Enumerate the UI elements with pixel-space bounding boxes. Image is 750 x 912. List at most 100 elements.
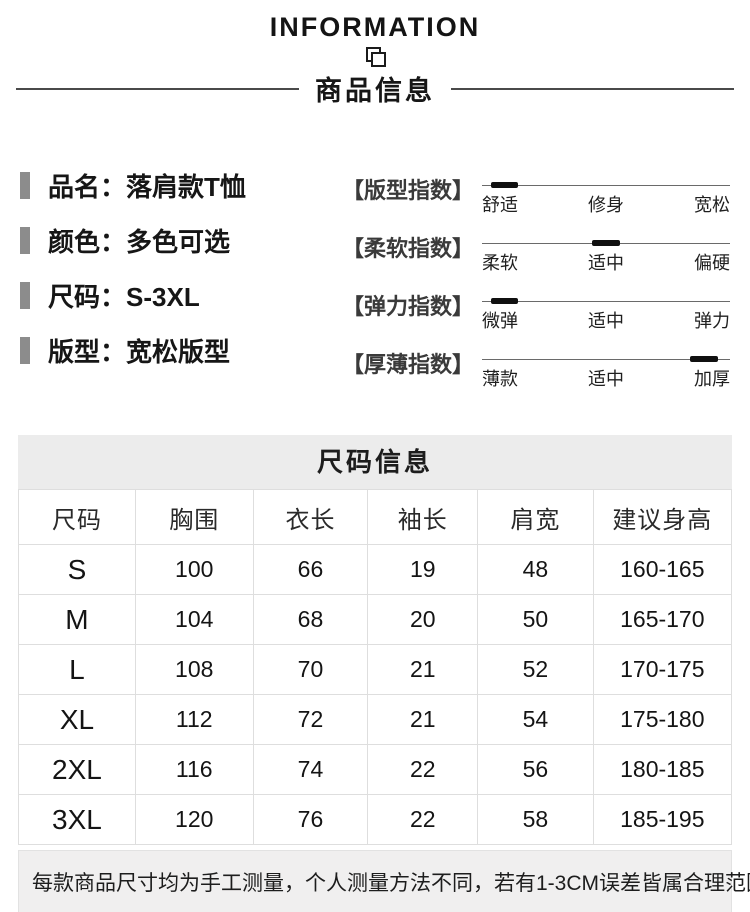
column-header-height: 建议身高 — [592, 489, 733, 545]
attribute-text: 颜色：多色可选 — [48, 222, 230, 259]
cell-length: 76 — [252, 794, 369, 845]
index-title: 【柔软指数】 — [342, 236, 475, 261]
slider-level: 舒适 — [482, 195, 518, 215]
slider-track — [482, 240, 730, 246]
index-slider: 薄款 适中 加厚 — [482, 344, 730, 391]
table-row: S 100 66 19 48 160-165 — [18, 544, 733, 595]
index-slider: 微弹 适中 弹力 — [482, 286, 730, 333]
attribute-value: 落肩款T恤 — [126, 172, 246, 202]
attribute-label: 版型： — [48, 337, 127, 367]
overlap-squares-icon — [365, 47, 386, 67]
cell-height: 160-165 — [592, 544, 733, 595]
attribute-row-color: 颜色：多色可选 — [20, 222, 342, 259]
cell-shoulder: 52 — [477, 644, 594, 695]
index-row-fit: 【版型指数】 舒适 修身 宽松 — [342, 170, 730, 215]
slider-track — [482, 356, 730, 362]
slider-level: 薄款 — [482, 369, 518, 389]
slider-level: 偏硬 — [694, 253, 730, 273]
attribute-text: 品名：落肩款T恤 — [48, 167, 246, 204]
page-subtitle: 商品信息 — [315, 76, 435, 106]
bullet-bar-icon — [20, 172, 30, 199]
slider-levels: 微弹 适中 弹力 — [482, 307, 730, 333]
index-slider: 舒适 修身 宽松 — [482, 170, 730, 217]
cell-sleeve: 22 — [367, 744, 479, 795]
slider-level: 柔软 — [482, 253, 518, 273]
cell-shoulder: 56 — [477, 744, 594, 795]
slider-level: 适中 — [588, 253, 624, 273]
cell-shoulder: 50 — [477, 594, 594, 645]
slider-level: 微弹 — [482, 311, 518, 331]
cell-length: 68 — [252, 594, 369, 645]
product-info-section: 品名：落肩款T恤 颜色：多色可选 尺码：S-3XL 版型：宽松版型 【版型指数】… — [0, 170, 750, 389]
slider-marker — [592, 240, 620, 246]
table-row: 3XL 120 76 22 58 185-195 — [18, 794, 733, 845]
cell-chest: 112 — [134, 694, 254, 745]
cell-length: 72 — [252, 694, 369, 745]
slider-level: 修身 — [588, 195, 624, 215]
table-row: 2XL 116 74 22 56 180-185 — [18, 744, 733, 795]
measurement-disclaimer: 每款商品尺寸均为手工测量，个人测量方法不同，若有1-3CM误差皆属合理范围. — [18, 850, 750, 912]
cell-height: 180-185 — [592, 744, 733, 795]
attribute-list: 品名：落肩款T恤 颜色：多色可选 尺码：S-3XL 版型：宽松版型 — [20, 170, 342, 385]
page-title: INFORMATION — [269, 12, 481, 42]
attribute-value: S-3XL — [126, 282, 200, 312]
cell-size: M — [18, 594, 136, 645]
slider-level: 弹力 — [694, 311, 730, 331]
cell-sleeve: 19 — [367, 544, 479, 595]
slider-levels: 舒适 修身 宽松 — [482, 191, 730, 217]
attribute-label: 颜色： — [48, 227, 127, 257]
cell-size: XL — [18, 694, 136, 745]
slider-levels: 薄款 适中 加厚 — [482, 365, 730, 391]
index-title: 【弹力指数】 — [342, 294, 475, 319]
cell-chest: 120 — [134, 794, 254, 845]
index-title: 【版型指数】 — [342, 178, 475, 203]
column-header-shoulder: 肩宽 — [477, 489, 594, 545]
subtitle-row: 商品信息 — [0, 69, 750, 108]
slider-level: 适中 — [588, 369, 624, 389]
slider-track — [482, 182, 730, 188]
slider-level: 宽松 — [694, 195, 730, 215]
attribute-row-size: 尺码：S-3XL — [20, 280, 342, 312]
cell-sleeve: 20 — [367, 594, 479, 645]
cell-height: 165-170 — [592, 594, 733, 645]
index-title: 【厚薄指数】 — [342, 352, 475, 377]
cell-height: 175-180 — [592, 694, 733, 745]
index-row-thickness: 【厚薄指数】 薄款 适中 加厚 — [342, 344, 730, 389]
cell-size: S — [18, 544, 136, 595]
attribute-text: 版型：宽松版型 — [48, 332, 230, 369]
cell-chest: 100 — [134, 544, 254, 595]
cell-length: 70 — [252, 644, 369, 695]
column-header-length: 衣长 — [252, 489, 369, 545]
attribute-row-fit: 版型：宽松版型 — [20, 332, 342, 369]
bullet-bar-icon — [20, 282, 30, 309]
column-header-sleeve: 袖长 — [367, 489, 479, 545]
cell-height: 185-195 — [592, 794, 733, 845]
table-row: L 108 70 21 52 170-175 — [18, 644, 733, 695]
cell-size: L — [18, 644, 136, 695]
divider-line-right — [451, 87, 734, 90]
slider-level: 适中 — [588, 311, 624, 331]
slider-track — [482, 298, 730, 304]
table-row: XL 112 72 21 54 175-180 — [18, 694, 733, 745]
cell-length: 66 — [252, 544, 369, 595]
size-table: 尺码 胸围 衣长 袖长 肩宽 建议身高 S 100 66 19 48 160-1… — [18, 489, 733, 845]
column-header-size: 尺码 — [18, 489, 136, 545]
attribute-value: 宽松版型 — [126, 337, 231, 367]
attribute-row-name: 品名：落肩款T恤 — [20, 167, 342, 204]
cell-sleeve: 21 — [367, 644, 479, 695]
slider-marker — [690, 356, 718, 362]
table-header-row: 尺码 胸围 衣长 袖长 肩宽 建议身高 — [18, 489, 733, 545]
bullet-bar-icon — [20, 227, 30, 254]
cell-chest: 108 — [134, 644, 254, 695]
attribute-label: 品名： — [48, 172, 127, 202]
cell-height: 170-175 — [592, 644, 733, 695]
cell-sleeve: 22 — [367, 794, 479, 845]
size-table-title: 尺码信息 — [18, 435, 732, 489]
index-list: 【版型指数】 舒适 修身 宽松 【柔软指数】 柔软 适中 偏硬 — [342, 170, 730, 389]
slider-marker — [490, 298, 518, 304]
attribute-label: 尺码： — [48, 282, 127, 312]
slider-levels: 柔软 适中 偏硬 — [482, 249, 730, 275]
table-row: M 104 68 20 50 165-170 — [18, 594, 733, 645]
cell-shoulder: 48 — [477, 544, 594, 595]
bullet-bar-icon — [20, 337, 30, 364]
